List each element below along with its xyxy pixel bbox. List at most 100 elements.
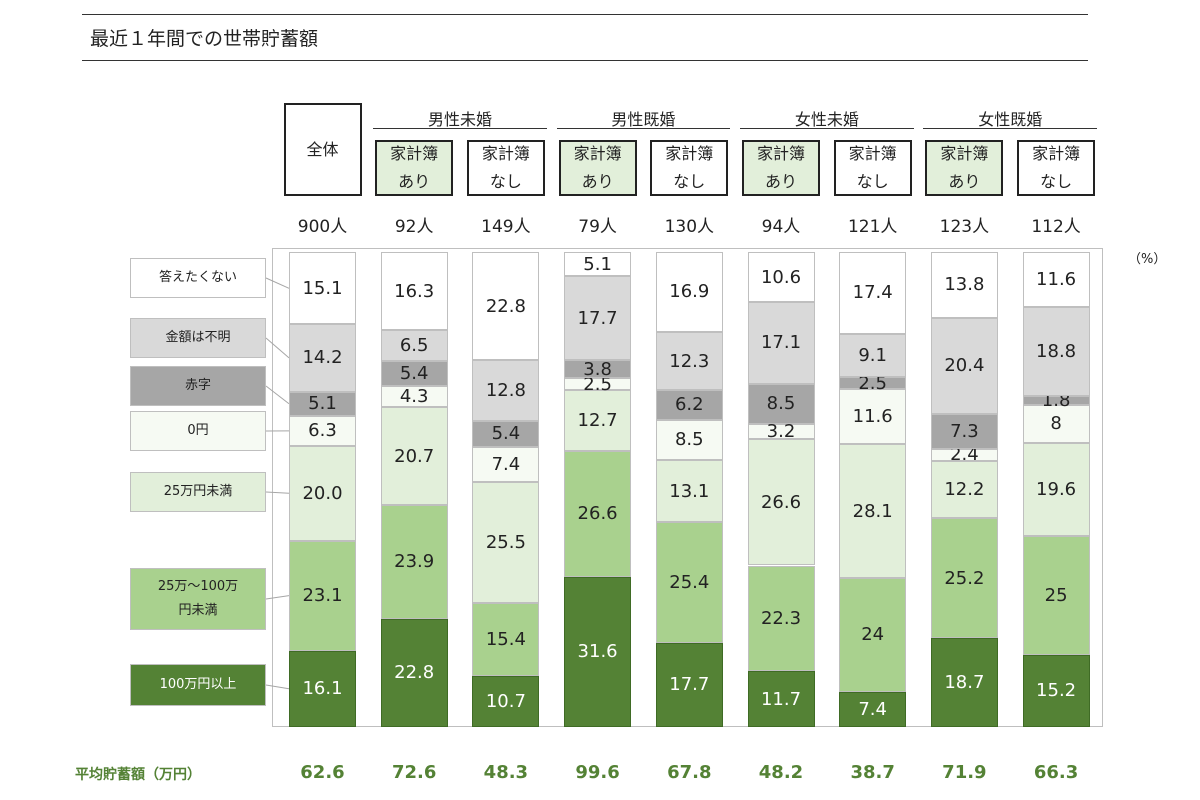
legend-connector-line — [265, 277, 290, 289]
bar-segment-c25_100: 25 — [1022, 536, 1090, 655]
data-label: 23.9 — [394, 551, 435, 573]
data-label: 8.5 — [766, 393, 796, 415]
bar-segment-c100: 16.1 — [289, 650, 356, 727]
header-subgroup-text: あり — [398, 172, 431, 191]
data-label: 13.8 — [944, 274, 985, 296]
bar-segment-c25_100: 15.4 — [472, 603, 540, 677]
bar-segment-zero: 11.6 — [839, 389, 907, 445]
data-label: 24 — [861, 624, 885, 646]
header-subgroup-text: 家計簿 — [390, 144, 439, 163]
bar-segment-c25: 28.1 — [839, 444, 907, 578]
legend-connector-line — [265, 491, 290, 494]
data-label: 23.1 — [302, 585, 343, 607]
respondent-count: 900人 — [297, 217, 348, 237]
bar-segment-zero: 8.5 — [655, 419, 723, 461]
header-subgroup-text: 家計簿 — [756, 144, 805, 163]
data-label: 4.3 — [399, 386, 429, 408]
data-label: 7.3 — [950, 421, 979, 443]
legend-connector-line — [265, 595, 290, 600]
bar-segment-deficit: 3.8 — [564, 358, 632, 380]
bar-segment-c25: 20.0 — [289, 445, 356, 541]
bar-segment-zero: 8 — [1022, 404, 1090, 443]
header-subgroup-text: なし — [1040, 172, 1073, 191]
data-label: 19.6 — [1036, 478, 1077, 500]
bar-segment-noanswer: 11.6 — [1022, 252, 1090, 308]
data-label: 18.7 — [944, 672, 985, 694]
data-label: 16.3 — [394, 280, 435, 302]
header-total-box: 全体 — [283, 103, 362, 196]
header-subgroup-text: なし — [489, 172, 522, 191]
data-label: 7.4 — [491, 453, 521, 475]
bar-segment-deficit: 7.3 — [930, 414, 998, 450]
bar-segment-unknown: 12.8 — [472, 360, 540, 422]
data-label: 8 — [1050, 413, 1062, 435]
data-label: 17.7 — [577, 307, 618, 329]
bar-segment-c100: 10.7 — [472, 676, 540, 727]
respondent-count: 130人 — [664, 217, 715, 237]
data-label: 22.8 — [394, 662, 435, 684]
data-label: 13.1 — [669, 480, 710, 502]
respondent-count: 123人 — [939, 217, 990, 237]
data-label: 10.6 — [760, 266, 802, 288]
bar-segment-c25: 25.5 — [472, 481, 540, 604]
average-value: 99.6 — [575, 762, 620, 783]
data-label: 9.1 — [858, 345, 887, 367]
header-subgroup-box: 家計簿 あり — [925, 140, 1004, 196]
bar-segment-c25: 13.1 — [655, 460, 723, 523]
bar-segment-unknown: 17.1 — [747, 302, 815, 384]
bar-segment-zero: 2.4 — [930, 444, 998, 465]
legend-item-c25: 25万円未満 — [130, 472, 266, 512]
legend-item-zero: 0円 — [130, 411, 266, 451]
data-label: 6.2 — [674, 394, 704, 416]
header-subgroup-box: 家計簿 なし — [466, 140, 545, 196]
data-label: 20.4 — [944, 355, 985, 377]
bar-segment-c25: 19.6 — [1022, 442, 1090, 537]
header-group-rule — [556, 128, 731, 129]
bar-segment-noanswer: 22.8 — [472, 252, 540, 361]
bar-segment-c100: 18.7 — [930, 638, 998, 727]
title-top-rule — [82, 14, 1088, 15]
bar-segment-deficit: 6.2 — [655, 390, 723, 420]
header-group-rule — [373, 128, 547, 129]
bar-segment-noanswer: 17.4 — [839, 251, 907, 335]
legend-item-noanswer: 答えたくない — [130, 258, 266, 298]
bar-segment-unknown: 14.2 — [289, 324, 356, 392]
bar-segment-c100: 17.7 — [655, 642, 723, 727]
header-subgroup-text: あり — [581, 172, 614, 191]
header-group-label: 女性既婚 — [978, 110, 1043, 129]
data-label: 25.5 — [485, 531, 526, 553]
bar-segment-c25_100: 22.3 — [747, 565, 815, 672]
bar-segment-noanswer: 15.1 — [289, 252, 356, 325]
data-label: 31.6 — [577, 641, 618, 663]
bar-segment-c100: 22.8 — [380, 618, 448, 727]
data-label: 16.1 — [302, 678, 343, 700]
data-label: 17.7 — [669, 674, 710, 696]
header-subgroup-box: 家計簿 あり — [375, 140, 454, 196]
legend-item-deficit: 赤字 — [130, 366, 266, 406]
data-label: 2.4 — [950, 444, 979, 466]
chart-title: 最近１年間での世帯貯蓄額 — [90, 28, 319, 50]
bar-segment-unknown: 6.5 — [380, 329, 448, 361]
bar-segment-unknown: 12.3 — [655, 331, 723, 391]
respondent-count: 121人 — [847, 217, 898, 237]
data-label: 12.7 — [577, 409, 618, 431]
average-value: 62.6 — [300, 762, 345, 783]
legend-connector-line — [265, 684, 290, 690]
data-label: 22.8 — [485, 295, 526, 317]
data-label: 3.8 — [583, 358, 612, 380]
bar-segment-c100: 31.6 — [564, 576, 632, 727]
header-subgroup-box: 家計簿 なし — [1017, 140, 1096, 196]
header-subgroup-box: 家計簿 あり — [742, 140, 820, 196]
average-value: 38.7 — [850, 762, 895, 783]
legend-item-unknown: 金額は不明 — [130, 318, 266, 358]
legend-item-c100: 100万円以上 — [130, 664, 266, 706]
header-subgroup-text: あり — [764, 172, 797, 191]
data-label: 15.2 — [1036, 680, 1077, 702]
average-value: 67.8 — [667, 762, 712, 783]
legend-connector-line — [265, 385, 290, 405]
legend-item-c25_100: 25万～100万 円未満 — [130, 568, 266, 630]
bar-segment-c25_100: 25.2 — [930, 518, 998, 639]
bar-segment-deficit: 2.5 — [839, 373, 907, 394]
data-label: 25.2 — [944, 567, 985, 589]
